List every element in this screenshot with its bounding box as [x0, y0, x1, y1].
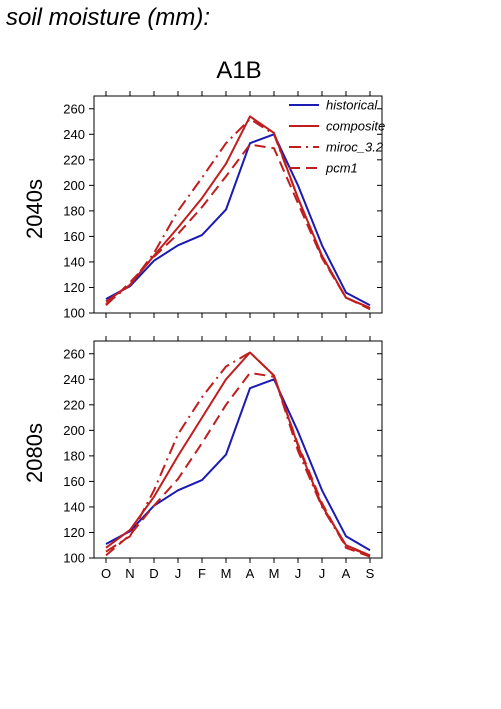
panel-2080s-ytick-label: 200	[63, 423, 85, 438]
panel-2080s-xtick-label: D	[149, 566, 158, 581]
panel-2080s-xtick-label: A	[246, 566, 255, 581]
panel-2040s-ytick-label: 180	[63, 203, 85, 218]
panel-2080s-xtick-label: N	[125, 566, 134, 581]
panel-2040s-ytick-label: 140	[63, 254, 85, 269]
panel-2080s-ytick-label: 140	[63, 499, 85, 514]
panel-2080s-series-pcm1	[105, 371, 371, 558]
panel-2080s-xtick-label: S	[366, 566, 375, 581]
panel-2080s-ytick-label: 180	[63, 448, 85, 463]
panel-2080s-ytick-label: 240	[63, 372, 85, 387]
panel-2080s-ytick-label: 120	[63, 525, 85, 540]
panel-2040s-ytick-label: 240	[63, 127, 85, 142]
panel-2080s-xtick-label: F	[198, 566, 206, 581]
legend-label-miroc-3-2: miroc_3.2	[326, 140, 384, 155]
panel-2080s-ytick-label: 100	[63, 551, 85, 566]
panel-2080s-xtick-label: J	[319, 566, 326, 581]
panel-2080s-xtick-label: M	[221, 566, 232, 581]
panel-2040s-series-historical	[105, 133, 371, 307]
page-title: soil moisture (mm):	[6, 4, 211, 31]
panel-2080s-xtick-label: J	[295, 566, 302, 581]
panel-2040s-series-miroc-3-2	[105, 118, 371, 309]
legend-label-pcm1: pcm1	[325, 161, 358, 176]
panel-2080s-xtick-label: O	[101, 566, 111, 581]
panel-2080s-ytick-label: 220	[63, 397, 85, 412]
panel-2040s-frame	[93, 95, 383, 314]
panel-2040s-ytick-label: 100	[63, 306, 85, 321]
panel-2040s-ytick-label: 220	[63, 152, 85, 167]
panel-2040s-ytick-label: 120	[63, 280, 85, 295]
panel-2080s-ytick-label: 260	[63, 346, 85, 361]
panel-2040s-series-pcm1	[105, 143, 371, 311]
panel-2080s-ytick-label: 160	[63, 474, 85, 489]
panel-2080s-series-composite	[105, 351, 371, 557]
panel-2040s-ytick-label: 200	[63, 178, 85, 193]
legend-label-composite: composite	[326, 119, 385, 134]
panel-2040s-ytick-label: 160	[63, 229, 85, 244]
panel-2040s-series-composite	[105, 115, 371, 309]
panel-2080s-series-historical	[105, 378, 371, 552]
scenario-title: A1B	[216, 57, 262, 84]
panel-2040s-ytick-label: 260	[63, 101, 85, 116]
panel-2080s-series-miroc-3-2	[105, 351, 371, 557]
panel-2080s-xtick-label: A	[342, 566, 351, 581]
legend-label-historical: historical	[326, 98, 378, 113]
panel-2080s-xtick-label: M	[269, 566, 280, 581]
panel-2080s-frame	[93, 340, 383, 559]
panel-2080s-xtick-label: J	[175, 566, 182, 581]
